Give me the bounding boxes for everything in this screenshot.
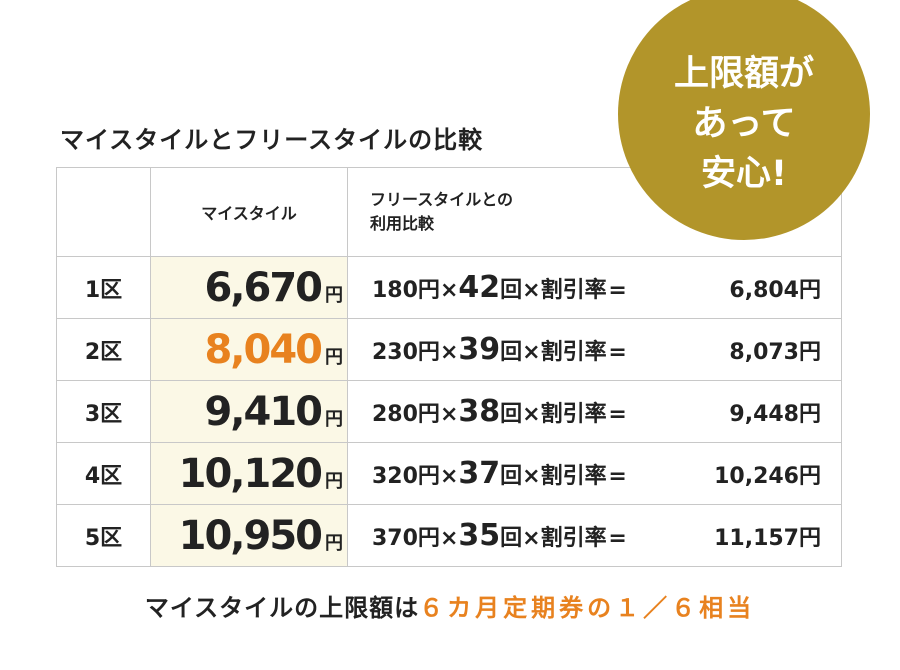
freestyle-total: 11,157円 xyxy=(714,525,821,551)
fare-per-ride: 180円 xyxy=(372,278,440,303)
header-ward-cell xyxy=(56,167,151,257)
freestyle-calc: 180円×42回×割引率= 6,804円 xyxy=(347,256,842,319)
times-sign: × xyxy=(439,464,459,489)
discount-rate-label: ×割引率 xyxy=(522,278,607,303)
freestyle-calc: 230円×39回×割引率= 8,073円 xyxy=(347,318,842,381)
badge-line-2: あって xyxy=(692,104,796,144)
freestyle-total: 10,246円 xyxy=(714,463,821,489)
footer-note: マイスタイルの上限額は６カ月定期券の１／６相当 xyxy=(0,588,900,623)
page-title: マイスタイルとフリースタイルの比較 xyxy=(60,126,484,154)
header-freestyle-line2: 利用比較 xyxy=(370,214,435,233)
footer-prefix: マイスタイルの上限額は xyxy=(144,594,420,622)
ride-count-unit: 回 xyxy=(500,464,523,489)
yen-unit: 円 xyxy=(325,470,343,492)
times-sign: × xyxy=(439,402,459,427)
equals-sign: = xyxy=(608,340,627,365)
header-freestyle-line1: フリースタイルとの xyxy=(370,190,514,209)
ward-label: 3区 xyxy=(56,380,151,443)
yen-unit: 円 xyxy=(325,346,343,368)
mystyle-price: 10,120 円 xyxy=(150,442,348,505)
ward-label: 5区 xyxy=(56,504,151,567)
badge-line-3: 安心! xyxy=(701,154,787,194)
yen-unit: 円 xyxy=(325,284,343,306)
ward-label: 1区 xyxy=(56,256,151,319)
badge-line-1: 上限額が xyxy=(673,54,814,94)
ride-count-unit: 回 xyxy=(500,526,523,551)
mystyle-price: 8,040 円 xyxy=(150,318,348,381)
header-mystyle-label: マイスタイル xyxy=(201,204,297,223)
times-sign: × xyxy=(439,526,459,551)
freestyle-total: 8,073円 xyxy=(729,339,821,365)
ward-label: 4区 xyxy=(56,442,151,505)
yen-unit: 円 xyxy=(325,532,343,554)
freestyle-total: 6,804円 xyxy=(729,277,821,303)
fare-per-ride: 230円 xyxy=(372,340,440,365)
footer-highlight: ６カ月定期券の１／６相当 xyxy=(419,594,756,622)
table-row: 3区 9,410 円 280円×38回×割引率= 9,448円 xyxy=(56,380,842,443)
fare-per-ride: 370円 xyxy=(372,526,440,551)
ride-count: 42 xyxy=(458,270,501,305)
mystyle-price: 10,950 円 xyxy=(150,504,348,567)
mystyle-price-value: 10,120 xyxy=(178,450,323,497)
mystyle-price-value: 6,670 xyxy=(204,264,323,311)
header-mystyle: マイスタイル xyxy=(150,167,348,257)
table-row: 2区 8,040 円 230円×39回×割引率= 8,073円 xyxy=(56,318,842,381)
equals-sign: = xyxy=(608,464,627,489)
ride-count-unit: 回 xyxy=(500,340,523,365)
times-sign: × xyxy=(439,278,459,303)
comparison-table: マイスタイル フリースタイルとの 利用比較 1区 6,670 円 180円×42回×割… xyxy=(56,167,842,567)
mystyle-price-value: 9,410 xyxy=(204,388,323,435)
ride-count-unit: 回 xyxy=(500,402,523,427)
freestyle-calc: 370円×35回×割引率= 11,157円 xyxy=(347,504,842,567)
table-row: 5区 10,950 円 370円×35回×割引率= 11,157円 xyxy=(56,504,842,567)
ride-count: 38 xyxy=(458,394,501,429)
discount-rate-label: ×割引率 xyxy=(522,340,607,365)
discount-rate-label: ×割引率 xyxy=(522,402,607,427)
ride-count-unit: 回 xyxy=(500,278,523,303)
freestyle-calc: 280円×38回×割引率= 9,448円 xyxy=(347,380,842,443)
ride-count: 35 xyxy=(458,518,501,553)
table-row: 4区 10,120 円 320円×37回×割引率= 10,246円 xyxy=(56,442,842,505)
equals-sign: = xyxy=(608,402,627,427)
fare-per-ride: 320円 xyxy=(372,464,440,489)
discount-rate-label: ×割引率 xyxy=(522,526,607,551)
reassurance-badge: 上限額が あって 安心! xyxy=(618,0,870,240)
ride-count: 39 xyxy=(458,332,501,367)
mystyle-price: 9,410 円 xyxy=(150,380,348,443)
mystyle-price-value: 8,040 xyxy=(204,326,323,373)
mystyle-price-value: 10,950 xyxy=(178,512,323,559)
equals-sign: = xyxy=(608,278,627,303)
mystyle-price: 6,670 円 xyxy=(150,256,348,319)
equals-sign: = xyxy=(608,526,627,551)
freestyle-calc: 320円×37回×割引率= 10,246円 xyxy=(347,442,842,505)
ward-label: 2区 xyxy=(56,318,151,381)
fare-per-ride: 280円 xyxy=(372,402,440,427)
times-sign: × xyxy=(439,340,459,365)
freestyle-total: 9,448円 xyxy=(729,401,821,427)
table-row: 1区 6,670 円 180円×42回×割引率= 6,804円 xyxy=(56,256,842,319)
ride-count: 37 xyxy=(458,456,501,491)
discount-rate-label: ×割引率 xyxy=(522,464,607,489)
yen-unit: 円 xyxy=(325,408,343,430)
